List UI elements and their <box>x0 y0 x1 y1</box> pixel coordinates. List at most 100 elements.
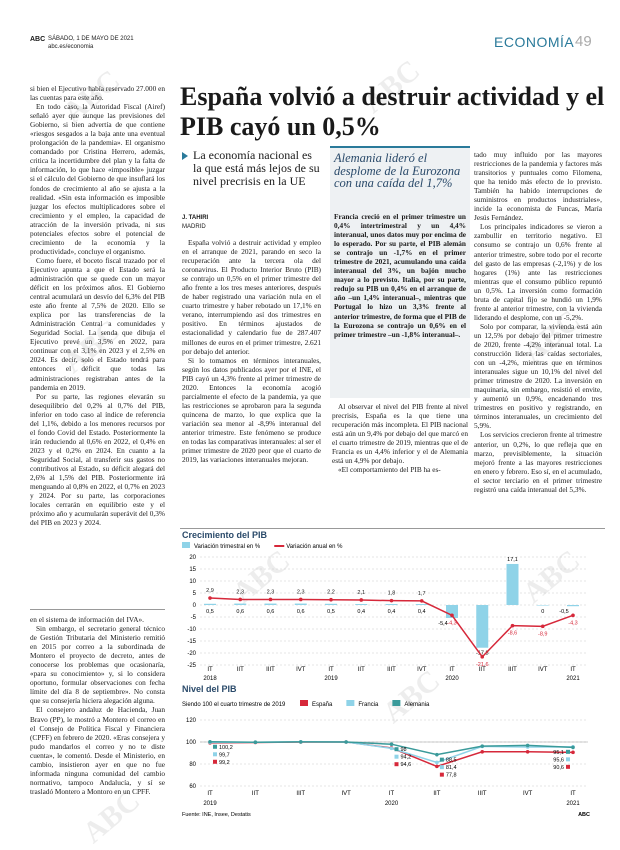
value-label: 0 <box>541 609 544 615</box>
paragraph: Si lo tomamos en términos interanuales, … <box>182 355 321 465</box>
x-tick-label: IT <box>389 791 395 797</box>
y-tick-label: 15 <box>189 567 196 573</box>
sidebar-bottom: en el sistema de información del IVA». Si… <box>30 615 165 820</box>
paragraph: si bien el Ejecutivo había reservado 27.… <box>30 84 165 103</box>
x-tick-label: IVT <box>523 791 533 797</box>
bar <box>567 605 579 607</box>
paragraph: Los principales indicadores se vieron a … <box>474 222 602 322</box>
x-tick-label: IVT <box>296 667 306 673</box>
point <box>525 749 530 754</box>
y-tick-label: 120 <box>186 718 197 724</box>
point <box>480 749 485 754</box>
bar <box>536 605 549 606</box>
value-label: 0,6 <box>267 609 275 615</box>
legend-label: España <box>312 702 333 708</box>
paragraph: Como fuere, el boceto fiscal trazado por… <box>30 255 165 392</box>
separator <box>180 528 605 529</box>
point <box>298 740 303 744</box>
bar <box>385 604 398 605</box>
bar <box>415 604 428 605</box>
value-label: 98 <box>401 747 407 753</box>
year-label: 2020 <box>445 676 459 682</box>
sidebox <box>330 146 470 398</box>
article-column: Al observar el nivel del PIB frente al n… <box>332 402 468 527</box>
point <box>389 598 394 603</box>
sidebar-top: si bien el Ejecutivo había reservado 27.… <box>30 84 165 594</box>
value-label: -0,5 <box>559 609 568 615</box>
y-tick-label: 20 <box>189 555 196 561</box>
date: SÁBADO, 1 DE MAYO DE 2021 <box>48 36 134 42</box>
point <box>208 739 212 744</box>
y-tick-label: 60 <box>189 784 196 790</box>
x-tick-label: IT <box>570 791 576 797</box>
footer-logo: ABC <box>578 812 590 818</box>
legend-label: Francia <box>358 702 379 708</box>
label-swatch <box>439 757 444 762</box>
page-number: 49 <box>575 33 592 50</box>
bar <box>506 563 519 605</box>
value-label: 2,1 <box>357 590 365 596</box>
point <box>480 655 485 659</box>
x-tick-label: IIT <box>479 667 486 673</box>
y-tick-label: -20 <box>187 651 196 657</box>
point <box>571 745 575 750</box>
value-label: 2,3 <box>267 589 275 595</box>
label-swatch <box>394 747 399 752</box>
subheadline: La economía nacional es la que está más … <box>193 148 320 188</box>
label-swatch <box>213 744 217 749</box>
value-label: 100,2 <box>219 745 233 751</box>
paragraph: España volvió a destruir actividad y emp… <box>182 238 321 356</box>
paragraph: en el sistema de información del IVA». <box>30 615 144 624</box>
paragraph: El consejero andaluz de Hacienda, Juan B… <box>30 705 165 796</box>
location: MADRID <box>182 224 206 230</box>
x-tick-label: IT <box>449 667 455 673</box>
line <box>209 597 574 659</box>
value-label: 0,4 <box>418 609 426 615</box>
legend-label: Alemania <box>404 702 430 708</box>
value-label: 2,3 <box>236 589 244 595</box>
value-label: 90,6 <box>553 765 564 771</box>
legend-swatch <box>392 700 401 706</box>
point <box>298 597 303 602</box>
author: J. TAHIRI <box>182 215 209 221</box>
chart-title: Nivel del PIB <box>182 684 237 694</box>
paragraph: Al observar el nivel del PIB frente al n… <box>332 402 468 466</box>
value-label: -4,3 <box>447 620 456 626</box>
year-label: 2021 <box>566 801 580 807</box>
legend-swatch <box>300 700 308 706</box>
box-title: Alemania lideró el desplome de la Eurozo… <box>334 151 461 190</box>
label-swatch <box>394 762 399 767</box>
point <box>419 599 424 603</box>
url: abc.es/economia <box>48 44 94 50</box>
box-text: Francia creció en el primer trimestre un… <box>334 212 466 339</box>
label-swatch <box>213 759 217 764</box>
x-tick-label: IIIT <box>387 667 396 673</box>
value-label: 17,1 <box>507 557 518 563</box>
legend-label: Variación anual en % <box>286 544 343 550</box>
bar <box>325 603 337 605</box>
x-tick-label: IVT <box>538 667 548 673</box>
y-tick-label: 100 <box>186 740 197 746</box>
year-label: 2019 <box>203 801 217 807</box>
value-label: 0,6 <box>236 609 244 615</box>
y-tick-label: -15 <box>187 639 196 645</box>
value-label: -8,6 <box>508 631 517 637</box>
x-tick-label: IIIT <box>266 667 275 673</box>
value-label: 2,3 <box>297 589 305 595</box>
value-label: -21,6 <box>476 662 489 668</box>
legend-label: Variación trimestral en % <box>194 544 261 550</box>
value-label: 77,8 <box>446 773 457 779</box>
x-tick-label: IIT <box>358 667 365 673</box>
value-label: 94,2 <box>401 755 412 761</box>
value-label: 94,6 <box>401 762 412 768</box>
value-label: 88,5 <box>446 758 457 764</box>
x-tick-label: IVT <box>417 667 427 673</box>
year-label: 2020 <box>385 801 399 807</box>
bar <box>234 603 247 605</box>
value-label: -17,8 <box>476 651 489 657</box>
article-column: España volvió a destruir actividad y emp… <box>182 238 321 526</box>
x-tick-label: IIIT <box>478 791 487 797</box>
y-tick-label: -25 <box>187 663 196 669</box>
logo: ABC <box>30 36 46 43</box>
label-swatch <box>439 772 444 777</box>
